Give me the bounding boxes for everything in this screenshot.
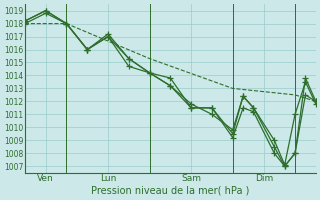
X-axis label: Pression niveau de la mer( hPa ): Pression niveau de la mer( hPa ) (91, 186, 250, 196)
